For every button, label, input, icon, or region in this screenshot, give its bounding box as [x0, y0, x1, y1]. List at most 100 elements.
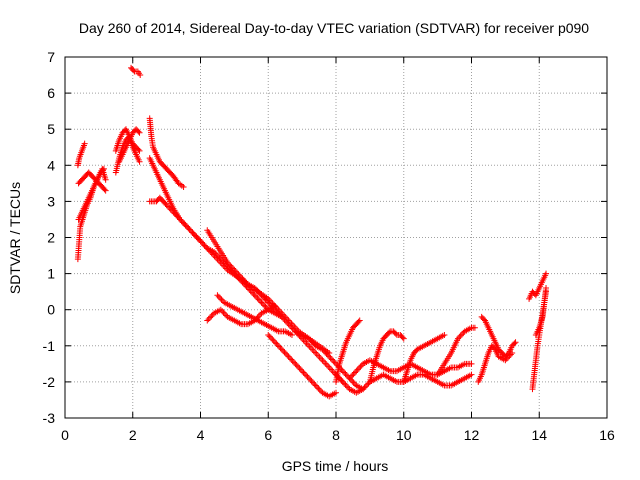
data-point-marker	[341, 369, 348, 376]
data-point-marker	[164, 203, 171, 210]
data-point-marker	[351, 381, 358, 388]
data-point-marker	[399, 334, 406, 341]
data-point-marker	[250, 290, 257, 297]
data-point-marker	[296, 365, 303, 372]
data-point-marker	[281, 349, 288, 356]
data-point-marker	[223, 312, 230, 319]
data-point-marker	[288, 356, 295, 363]
data-point-marker	[308, 378, 315, 385]
data-point-marker	[460, 329, 467, 336]
data-point-marker	[254, 287, 261, 294]
series-s19	[333, 317, 363, 385]
y-axis-label: SDTVAR / TECUs	[7, 182, 23, 294]
data-point-marker	[364, 381, 371, 388]
data-point-marker	[297, 366, 304, 373]
y-tick-label: 5	[47, 121, 55, 137]
data-point-marker	[350, 370, 357, 377]
y-tick-label: -3	[43, 410, 56, 426]
series-s14	[204, 303, 279, 328]
y-tick-label: 6	[47, 85, 55, 101]
data-point-marker	[284, 352, 291, 359]
data-point-marker	[277, 344, 284, 351]
data-point-marker	[316, 386, 323, 393]
data-point-marker	[262, 296, 269, 303]
data-point-marker	[280, 347, 287, 354]
data-point-marker	[280, 315, 287, 322]
data-point-marker	[292, 360, 299, 367]
series-s8	[128, 64, 144, 79]
data-point-marker	[308, 338, 315, 345]
data-point-marker	[324, 352, 331, 359]
data-point-marker	[342, 370, 349, 377]
data-point-marker	[205, 316, 212, 323]
data-point-marker	[194, 235, 201, 242]
data-point-marker	[286, 355, 293, 362]
data-point-marker	[350, 379, 357, 386]
data-point-marker	[274, 309, 281, 316]
data-point-marker	[285, 353, 292, 360]
data-point-marker	[166, 204, 173, 211]
data-point-marker	[102, 187, 109, 194]
data-point-marker	[167, 206, 174, 213]
data-point-marker	[276, 343, 283, 350]
data-point-marker	[219, 298, 226, 305]
data-point-marker	[331, 359, 338, 366]
data-point-marker	[228, 264, 235, 271]
data-point-marker	[177, 216, 184, 223]
series-s20	[366, 328, 407, 385]
data-point-marker	[285, 321, 292, 328]
data-point-marker	[255, 289, 262, 296]
data-point-marker	[193, 233, 200, 240]
data-point-marker	[349, 378, 356, 385]
data-point-marker	[454, 335, 461, 342]
data-point-marker	[456, 334, 463, 341]
data-point-marker	[322, 349, 329, 356]
data-point-marker	[330, 357, 337, 364]
series-s9	[146, 115, 187, 190]
data-point-marker	[188, 228, 195, 235]
data-point-marker	[137, 72, 144, 79]
data-point-marker	[169, 207, 176, 214]
x-axis-label: GPS time / hours	[282, 458, 389, 474]
data-point-marker	[309, 379, 316, 386]
data-point-marker	[202, 243, 209, 250]
series-s4	[74, 140, 88, 169]
data-point-marker	[227, 262, 234, 269]
series-s7	[116, 126, 143, 165]
data-point-marker	[175, 215, 182, 222]
x-tick-label: 16	[599, 427, 615, 443]
data-point-marker	[326, 364, 333, 371]
series-s24	[478, 313, 519, 360]
y-tick-label: 1	[47, 266, 55, 282]
data-point-marker	[543, 285, 550, 292]
data-point-marker	[319, 346, 326, 353]
data-point-marker	[322, 360, 329, 367]
data-point-marker	[320, 347, 327, 354]
series-s2	[75, 165, 109, 223]
data-point-marker	[278, 313, 285, 320]
data-point-marker	[320, 358, 327, 365]
data-point-marker	[276, 311, 283, 318]
data-point-marker	[181, 220, 188, 227]
data-point-marker	[358, 362, 365, 369]
data-point-marker	[288, 324, 295, 331]
data-point-marker	[303, 372, 310, 379]
data-point-marker	[313, 351, 320, 358]
data-point-marker	[357, 363, 364, 370]
data-point-marker	[235, 271, 242, 278]
y-tick-label: 3	[47, 193, 55, 209]
data-point-marker	[255, 296, 262, 303]
x-tick-label: 8	[332, 427, 340, 443]
y-tick-label: 2	[47, 230, 55, 246]
data-point-marker	[286, 322, 293, 329]
data-point-marker	[323, 361, 330, 368]
data-point-marker	[183, 223, 190, 230]
data-point-marker	[325, 363, 332, 370]
y-tick-label: 4	[47, 157, 55, 173]
data-point-marker	[326, 353, 333, 360]
data-point-marker	[282, 318, 289, 325]
data-point-marker	[305, 335, 312, 342]
data-point-marker	[343, 383, 350, 390]
data-point-marker	[307, 376, 314, 383]
